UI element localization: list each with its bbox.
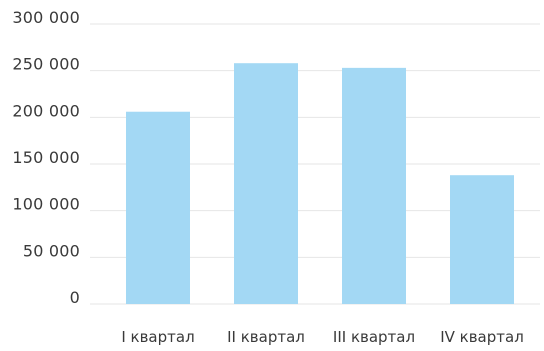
y-tick-label: 200 000 <box>12 101 80 120</box>
bar <box>450 175 514 304</box>
x-category-label: III квартал <box>333 328 415 346</box>
y-tick-label: 300 000 <box>12 8 80 27</box>
x-category-label: I квартал <box>121 328 194 346</box>
bar <box>234 63 298 305</box>
x-axis-category-labels: I квартал II квартал III квартал IV квартал <box>121 328 523 346</box>
bars <box>126 63 514 305</box>
x-category-label: II квартал <box>227 328 305 346</box>
x-category-label: IV квартал <box>440 328 524 346</box>
bar <box>126 111 190 304</box>
y-axis-tick-labels: 0 50 000 100 000 150 000 200 000 250 000 300 0… <box>12 8 80 307</box>
y-tick-label: 50 000 <box>23 241 80 260</box>
bar <box>342 67 406 304</box>
y-tick-label: 100 000 <box>12 195 80 214</box>
y-tick-label: 150 000 <box>12 148 80 167</box>
y-tick-label: 250 000 <box>12 55 80 74</box>
y-tick-label: 0 <box>70 288 80 307</box>
